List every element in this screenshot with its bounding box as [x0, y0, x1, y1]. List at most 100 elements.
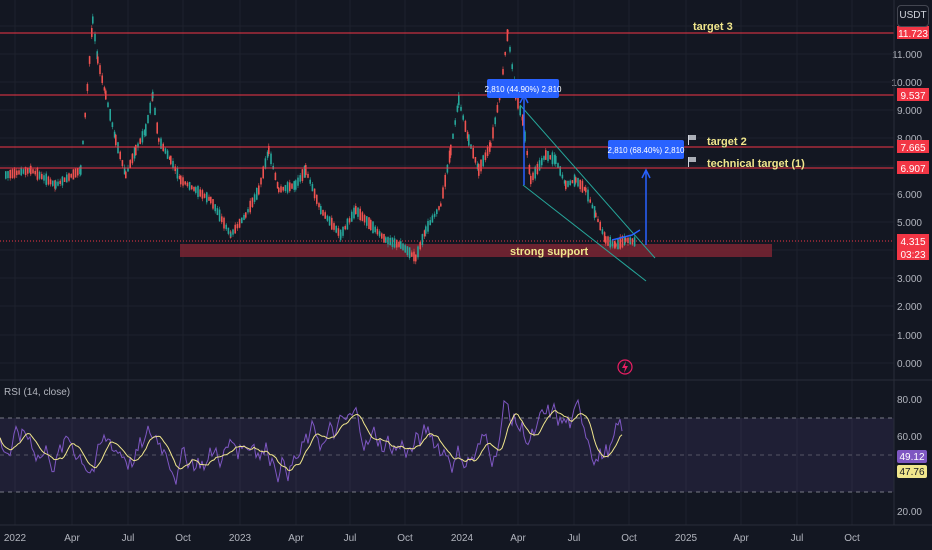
price-marker	[897, 88, 929, 101]
candle-body	[243, 214, 245, 220]
candle-body	[133, 147, 136, 159]
candle-body	[344, 226, 346, 230]
candle-body	[581, 180, 584, 193]
candle-body	[484, 152, 487, 161]
candle-body	[238, 218, 241, 228]
rsi-axis[interactable]: 80.00 60.00 20.00	[897, 395, 922, 518]
candle-body	[92, 16, 94, 24]
candle-body	[421, 234, 424, 245]
currency-button[interactable]: USDT	[897, 5, 929, 27]
candle-body	[370, 219, 372, 231]
candle-body	[393, 238, 396, 248]
candle-body	[425, 226, 427, 234]
candle-body	[571, 180, 574, 184]
candle-body	[404, 245, 406, 253]
time-tick: Jul	[568, 533, 581, 544]
level-lines	[0, 32, 894, 169]
candle-body	[137, 143, 139, 148]
candle-body	[378, 231, 381, 237]
price-tick: 10.000	[891, 78, 922, 89]
price-tick: 5.000	[897, 218, 922, 229]
candle-body	[496, 104, 499, 113]
candle-body	[322, 209, 324, 216]
candle-body	[617, 238, 619, 250]
candle-body	[11, 169, 14, 179]
target2-label: target 2	[707, 136, 747, 148]
candle-body	[149, 102, 151, 114]
candle-body	[599, 221, 601, 231]
candle-body	[567, 180, 569, 187]
candle-body	[123, 167, 126, 175]
candle-body	[381, 233, 383, 239]
candle-body	[597, 218, 599, 223]
candle-body	[264, 158, 267, 169]
candle-body	[613, 240, 616, 248]
candle-body	[376, 228, 379, 235]
candle-body	[313, 188, 316, 199]
candle-body	[38, 171, 41, 179]
candle-body	[135, 144, 137, 156]
candle-body	[464, 120, 467, 132]
candle-body	[507, 29, 509, 35]
candle-body	[121, 160, 124, 167]
candle-body	[182, 177, 184, 186]
candle-body	[621, 235, 624, 248]
candle-body	[195, 187, 197, 193]
candle-body	[452, 133, 454, 139]
time-tick: Oct	[397, 533, 413, 544]
candle-body	[565, 180, 567, 190]
candle-body	[603, 232, 606, 242]
candle-body	[36, 168, 39, 180]
candle-body	[591, 204, 594, 209]
rsi-ma-value: 47.76	[899, 467, 924, 478]
candle-body	[180, 175, 182, 185]
candle-body	[353, 207, 355, 219]
candle-body	[166, 150, 169, 159]
lightning-icon[interactable]	[617, 359, 633, 375]
candle-body	[24, 167, 27, 176]
candle-body	[579, 179, 581, 190]
candle-body	[406, 246, 409, 256]
candle-body	[545, 150, 547, 160]
candle-body	[444, 174, 446, 187]
candle-body	[340, 232, 342, 238]
candle-body	[143, 129, 146, 136]
candle-body	[607, 236, 609, 246]
candle-body	[541, 158, 543, 166]
candle-body	[619, 236, 621, 249]
candle-body	[223, 217, 225, 229]
candle-body	[436, 209, 438, 215]
candle-body	[402, 243, 404, 251]
target3-label: target 3	[693, 21, 733, 33]
candle-body	[186, 182, 189, 187]
candle-body	[61, 176, 64, 186]
candle-body	[396, 239, 398, 248]
candle-body	[346, 218, 349, 230]
price-marker-text: 9.537	[900, 91, 925, 102]
candle-body	[456, 105, 459, 112]
candle-body	[22, 169, 25, 174]
candle-body	[172, 160, 174, 168]
candle-body	[216, 208, 219, 215]
rsi-ma-line	[0, 410, 623, 472]
candle-body	[72, 169, 75, 180]
candle-body	[86, 84, 89, 91]
candle-body	[232, 229, 234, 235]
candle-body	[245, 212, 247, 218]
candle-body	[433, 213, 436, 217]
candle-body	[511, 64, 513, 70]
candle-body	[119, 151, 121, 160]
time-tick: 2024	[451, 533, 474, 544]
candle-body	[366, 216, 368, 226]
price-grid	[0, 0, 894, 525]
candle-body	[32, 169, 34, 174]
candle-body	[115, 134, 117, 146]
candle-body	[154, 107, 156, 116]
candle-body	[164, 148, 167, 154]
candle-body	[363, 215, 366, 223]
candle-body	[342, 226, 344, 236]
candle-body	[262, 166, 264, 179]
candle-body	[368, 217, 370, 230]
time-axis[interactable]: 2022 Apr Jul Oct 2023 Apr Jul Oct 2024 Apr Jul Oct 2…	[4, 533, 860, 544]
